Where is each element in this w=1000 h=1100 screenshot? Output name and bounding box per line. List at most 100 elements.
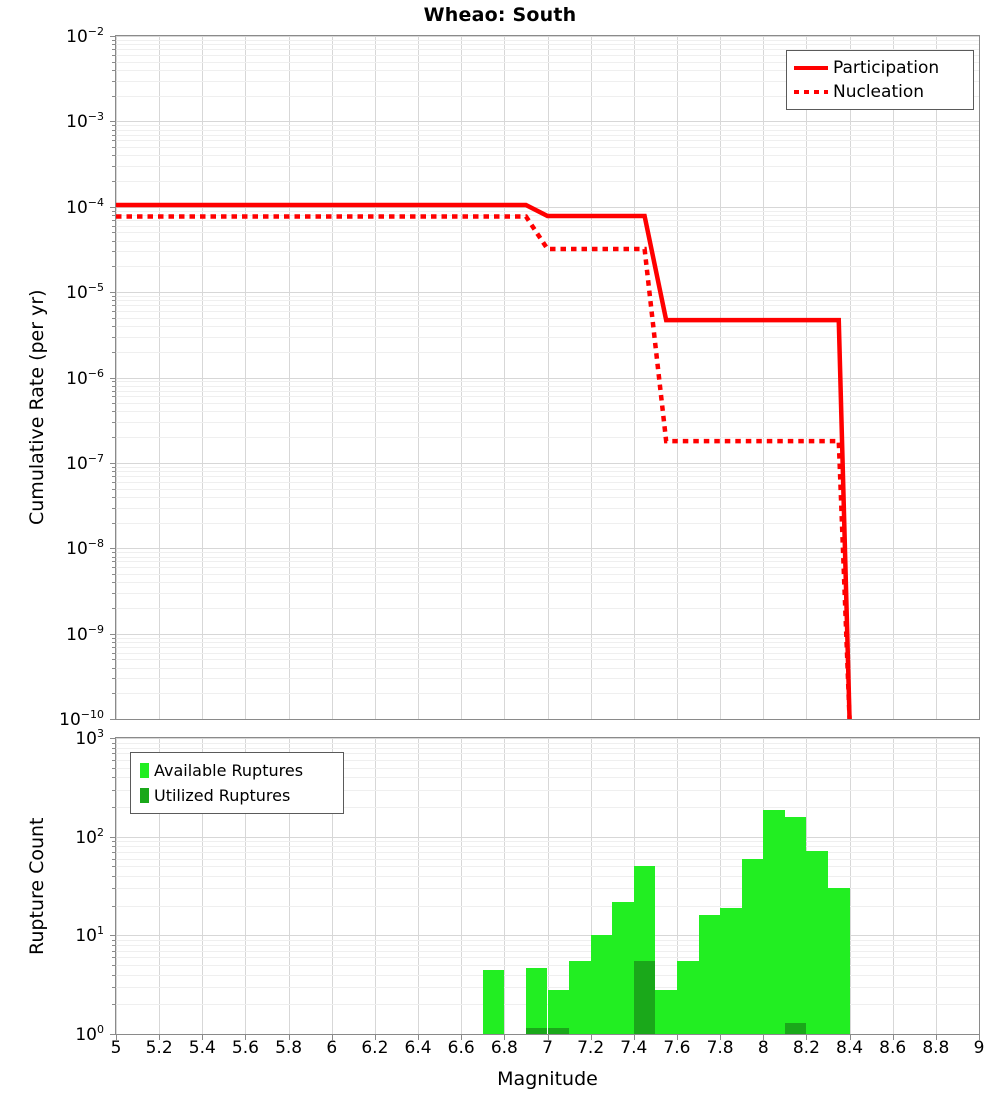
y-minor-tickmark: [112, 841, 116, 842]
x-tick-label: 7: [542, 1038, 553, 1058]
y-minor-tickmark: [112, 638, 116, 639]
x-tick-label: 5.2: [146, 1038, 173, 1058]
x-tickmark: [763, 1034, 764, 1040]
y-tick-label: 10−3: [4, 111, 104, 133]
y-tick-label: 10−4: [4, 196, 104, 218]
utilized-color-swatch-icon: [138, 787, 150, 805]
y-tickmark: [110, 548, 116, 549]
y-tickmark: [110, 935, 116, 936]
x-tickmark: [245, 1034, 246, 1040]
y-minor-tickmark: [112, 552, 116, 553]
y-tickmark: [110, 292, 116, 293]
y-minor-tickmark: [112, 951, 116, 952]
y-minor-tickmark: [112, 266, 116, 267]
y-minor-tickmark: [112, 608, 116, 609]
x-tickmark: [461, 1034, 462, 1040]
y-minor-tickmark: [112, 471, 116, 472]
y-minor-tickmark: [112, 467, 116, 468]
legend-item-nucleation: Nucleation: [794, 80, 965, 104]
y-tick-label: 10−2: [4, 25, 104, 47]
y-minor-tickmark: [112, 668, 116, 669]
x-tickmark: [720, 1034, 721, 1040]
x-tickmark: [418, 1034, 419, 1040]
available-color-swatch-icon: [138, 762, 150, 780]
x-tick-label: 6.6: [448, 1038, 475, 1058]
y-tickmark: [110, 121, 116, 122]
y-minor-tickmark: [112, 593, 116, 594]
x-tick-label: 7.6: [663, 1038, 690, 1058]
y-tickmark: [110, 634, 116, 635]
y-minor-tickmark: [112, 215, 116, 216]
solid-line-swatch-icon: [794, 59, 828, 77]
x-axis-label: Magnitude: [115, 1068, 980, 1090]
y-minor-tickmark: [112, 975, 116, 976]
y-minor-tickmark: [112, 130, 116, 131]
y-minor-tickmark: [112, 296, 116, 297]
y-tick-label: 101: [4, 925, 104, 947]
y-minor-tickmark: [112, 352, 116, 353]
y-minor-tickmark: [112, 403, 116, 404]
bar-available: [742, 859, 764, 1034]
x-tickmark: [806, 1034, 807, 1040]
bar-utilized: [634, 961, 656, 1034]
top-legend: Participation Nucleation: [786, 50, 974, 110]
y-tick-label: 10−9: [4, 623, 104, 645]
bottom-y-axis-label: Rupture Count: [26, 818, 48, 956]
cumulative-rate-plot-surface: [116, 36, 979, 719]
y-minor-tickmark: [112, 482, 116, 483]
x-tick-label: 6: [326, 1038, 337, 1058]
x-tick-label: 6.8: [491, 1038, 518, 1058]
x-tickmark: [375, 1034, 376, 1040]
legend-label-available: Available Ruptures: [154, 762, 303, 780]
bar-available: [612, 902, 634, 1034]
bar-available: [483, 970, 505, 1034]
bar-available: [785, 817, 807, 1034]
x-tickmark: [634, 1034, 635, 1040]
y-minor-tickmark: [112, 846, 116, 847]
y-minor-tickmark: [112, 582, 116, 583]
x-tickmark: [332, 1034, 333, 1040]
x-tickmark: [850, 1034, 851, 1040]
top-y-axis-label: Cumulative Rate (per yr): [26, 289, 48, 525]
bar-available: [828, 888, 850, 1034]
y-minor-tickmark: [112, 381, 116, 382]
bar-available: [569, 961, 591, 1034]
y-minor-tickmark: [112, 1004, 116, 1005]
x-tick-label: 5.6: [232, 1038, 259, 1058]
y-tickmark: [110, 837, 116, 838]
y-tick-label: 103: [4, 727, 104, 749]
top-series-lines: [116, 36, 979, 719]
y-minor-tickmark: [112, 653, 116, 654]
y-minor-tickmark: [112, 125, 116, 126]
legend-item-participation: Participation: [794, 56, 965, 80]
y-minor-tickmark: [112, 678, 116, 679]
y-minor-tickmark: [112, 489, 116, 490]
y-minor-tickmark: [112, 437, 116, 438]
y-minor-tickmark: [112, 147, 116, 148]
x-tick-label: 8: [758, 1038, 769, 1058]
y-minor-tickmark: [112, 81, 116, 82]
x-tick-label: 8.4: [836, 1038, 863, 1058]
y-minor-tickmark: [112, 140, 116, 141]
y-minor-tickmark: [112, 945, 116, 946]
y-minor-tickmark: [112, 957, 116, 958]
bar-available: [720, 908, 742, 1034]
figure: Wheao: South 10−210−310−410−510−610−710−…: [0, 0, 1000, 1100]
y-tickmark: [110, 378, 116, 379]
y-minor-tickmark: [112, 337, 116, 338]
y-minor-tickmark: [112, 567, 116, 568]
legend-label-participation: Participation: [833, 59, 939, 77]
y-minor-tickmark: [112, 49, 116, 50]
y-minor-tickmark: [112, 768, 116, 769]
legend-label-utilized: Utilized Ruptures: [154, 787, 290, 805]
y-minor-tickmark: [112, 166, 116, 167]
x-tickmark: [548, 1034, 549, 1040]
x-tickmark: [677, 1034, 678, 1040]
x-tick-label: 8.6: [879, 1038, 906, 1058]
y-minor-tickmark: [112, 62, 116, 63]
y-tickmark: [110, 36, 116, 37]
y-minor-tickmark: [112, 55, 116, 56]
y-minor-tickmark: [112, 748, 116, 749]
y-tick-label: 102: [4, 826, 104, 848]
y-minor-tickmark: [112, 743, 116, 744]
